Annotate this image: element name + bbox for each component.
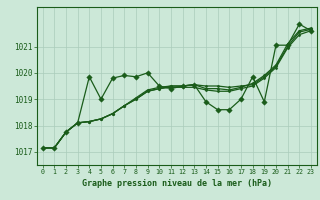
X-axis label: Graphe pression niveau de la mer (hPa): Graphe pression niveau de la mer (hPa) [82, 179, 272, 188]
